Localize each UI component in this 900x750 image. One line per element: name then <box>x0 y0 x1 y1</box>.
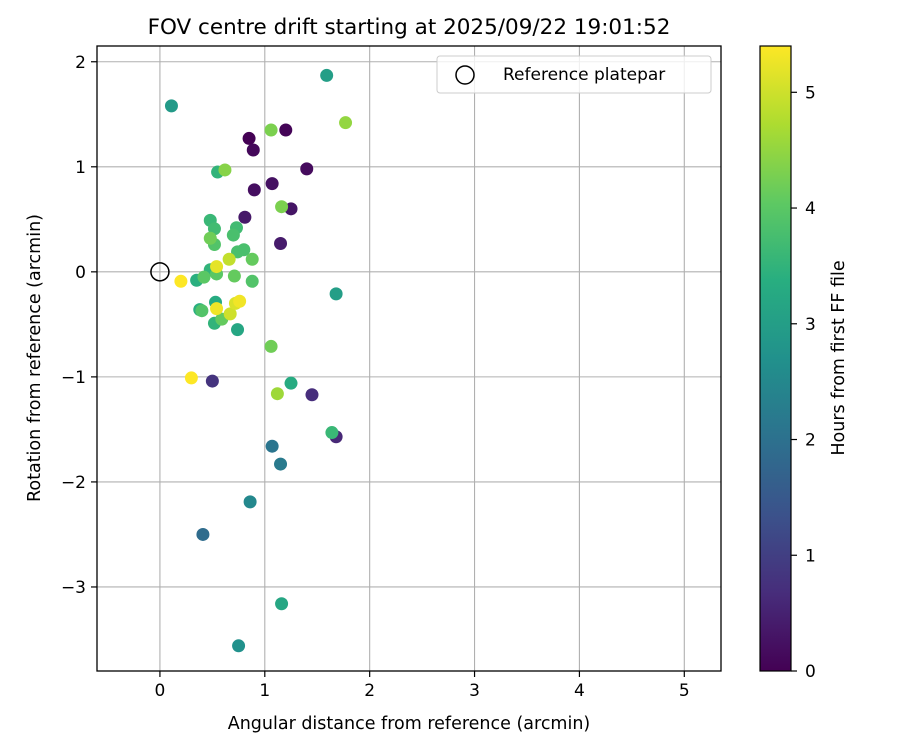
data-point <box>197 270 211 284</box>
y-tick-label: −2 <box>61 473 86 493</box>
data-point <box>222 252 236 266</box>
data-point <box>232 639 246 653</box>
data-point <box>274 236 288 250</box>
data-point <box>264 123 278 137</box>
chart-title: FOV centre drift starting at 2025/09/22 … <box>148 15 671 40</box>
data-point <box>233 294 247 308</box>
data-point <box>265 439 279 453</box>
colorbar-gradient <box>760 46 791 671</box>
colorbar: 0 1 2 3 4 5 Hours from first FF file <box>759 45 849 682</box>
data-point <box>329 287 343 301</box>
y-axis-ticks: −3 −2 −1 0 1 2 <box>61 53 97 598</box>
data-point <box>300 162 314 176</box>
data-point <box>164 99 178 113</box>
data-point <box>196 527 210 541</box>
data-point <box>184 371 198 385</box>
data-point <box>243 495 257 509</box>
data-point <box>203 231 217 245</box>
data-point <box>226 228 240 242</box>
data-point <box>320 68 334 82</box>
x-tick-label: 4 <box>574 681 585 701</box>
data-point <box>245 252 259 266</box>
data-point <box>218 163 232 177</box>
legend: Reference platepar <box>436 55 712 94</box>
colorbar-ticks: 0 1 2 3 4 5 <box>791 83 816 682</box>
data-point <box>279 123 293 137</box>
data-point <box>305 388 319 402</box>
x-tick-label: 0 <box>155 681 166 701</box>
data-point <box>275 597 289 611</box>
data-point <box>223 307 237 321</box>
data-point <box>274 457 288 471</box>
x-tick-label: 3 <box>469 681 480 701</box>
data-point <box>247 183 261 197</box>
plot-background <box>97 46 721 671</box>
colorbar-tick-label: 2 <box>805 431 816 451</box>
y-axis-label: Rotation from reference (arcmin) <box>25 214 45 502</box>
grid <box>97 46 721 671</box>
x-tick-label: 5 <box>679 681 690 701</box>
data-point <box>210 260 224 274</box>
data-points <box>164 68 353 653</box>
data-point <box>264 339 278 353</box>
legend-box <box>436 55 712 94</box>
reference-platepar-marker <box>150 262 170 282</box>
data-point <box>227 269 241 283</box>
colorbar-tick-label: 4 <box>805 199 816 219</box>
data-point <box>246 143 260 157</box>
colorbar-tick-label: 0 <box>805 662 816 682</box>
legend-marker <box>455 65 475 85</box>
colorbar-tick-label: 5 <box>805 83 816 103</box>
y-tick-label: 2 <box>75 53 86 73</box>
legend-label: Reference platepar <box>503 65 665 85</box>
data-point <box>231 245 245 259</box>
y-tick-label: −1 <box>61 368 86 388</box>
data-point <box>195 304 209 318</box>
data-point <box>275 200 289 214</box>
y-tick-label: 1 <box>75 158 86 178</box>
y-tick-label: −3 <box>61 578 86 598</box>
plot-frame <box>96 45 722 672</box>
colorbar-label: Hours from first FF file <box>829 260 849 455</box>
x-tick-label: 2 <box>364 681 375 701</box>
colorbar-tick-label: 3 <box>805 315 816 335</box>
x-axis-label: Angular distance from reference (arcmin) <box>228 714 591 734</box>
data-point <box>265 177 279 191</box>
y-tick-label: 0 <box>75 263 86 283</box>
x-axis-ticks: 0 1 2 3 4 5 <box>155 671 690 701</box>
data-point <box>210 302 224 316</box>
data-point <box>245 274 259 288</box>
data-point <box>205 374 219 388</box>
colorbar-tick-label: 1 <box>805 546 816 566</box>
data-point <box>339 116 353 130</box>
data-point <box>231 323 245 337</box>
data-point <box>174 274 188 288</box>
data-point <box>284 376 298 390</box>
data-point <box>238 210 252 224</box>
colorbar-frame <box>759 45 792 672</box>
x-tick-label: 1 <box>259 681 270 701</box>
data-point <box>242 131 256 145</box>
data-point <box>270 387 284 401</box>
data-point <box>325 426 339 440</box>
